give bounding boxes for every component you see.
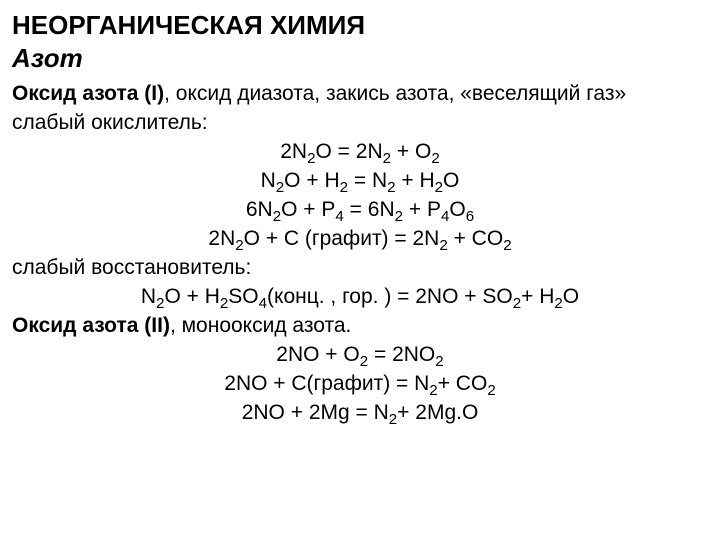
oxide-i-label: Оксид азота (І) (12, 82, 164, 105)
intro-line: Оксид азота (І), оксид диазота, закись а… (12, 80, 708, 109)
equation-6: 2NO + O2 = 2NO2 (12, 341, 708, 370)
page-title: НЕОРГАНИЧЕСКАЯ ХИМИЯ (12, 10, 708, 41)
equation-2: N2O + H2 = N2 + H2O (12, 167, 708, 196)
equation-3: 6N2O + P4 = 6N2 + P4O6 (12, 196, 708, 225)
oxide-ii-tail: , монооксид азота. (170, 314, 351, 337)
weak-reducer-label: слабый восстановитель: (12, 254, 708, 283)
equation-7: 2NO + C(графит) = N2+ CO2 (12, 370, 708, 399)
equation-8: 2NO + 2Mg = N2+ 2Mg.O (12, 399, 708, 428)
intro-tail: , оксид диазота, закись азота, «веселящи… (164, 82, 626, 105)
oxide-ii-label: Оксид азота (ІІ) (12, 314, 170, 337)
weak-oxidizer-label: слабый окислитель: (12, 109, 708, 138)
page-subtitle: Азот (12, 43, 708, 74)
equation-4: 2N2O + C (графит) = 2N2 + CO2 (12, 225, 708, 254)
oxide-ii-line: Оксид азота (ІІ), монооксид азота. (12, 312, 708, 341)
equation-1: 2N2O = 2N2 + O2 (12, 138, 708, 167)
equation-5: N2O + H2SO4(конц. , гор. ) = 2NO + SO2+ … (12, 283, 708, 312)
